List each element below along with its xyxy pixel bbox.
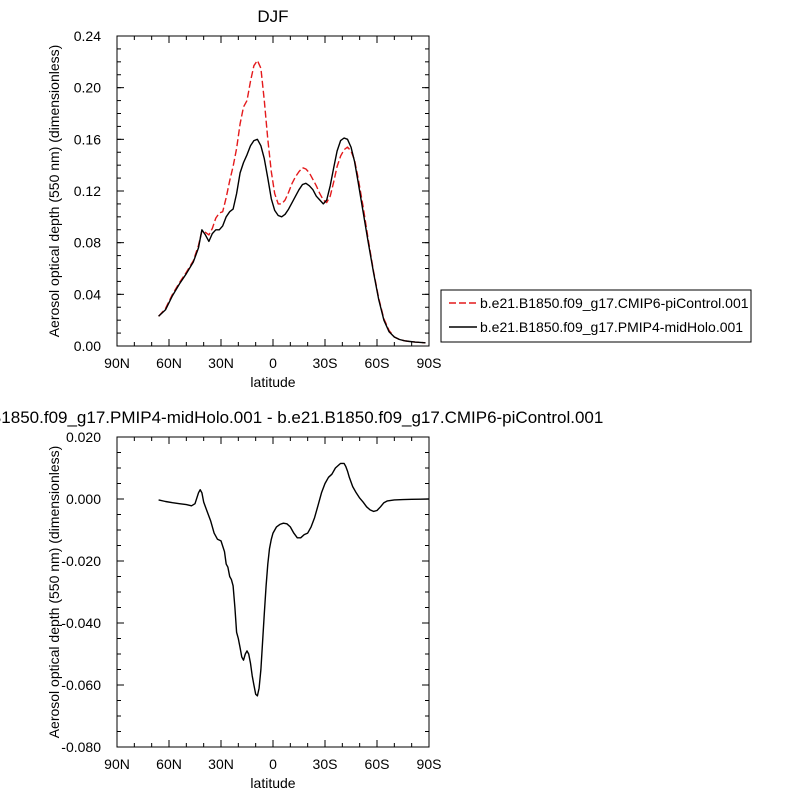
axis-ticks [116,436,430,748]
chart-panel-2: b.e21.B1850.f09_g17.PMIP4-midHolo.001 - … [0,408,603,791]
legend-label-2: b.e21.B1850.f09_g17.PMIP4-midHolo.001 [480,319,743,335]
y-tick-label: -0.060 [61,677,101,693]
x-tick-label: 30S [313,756,338,772]
plot-frame [116,436,430,748]
chart-panel-1: DJF 90N 60N 30N 0 30S 60S 90S 0.00 0.04 0.08 0.12 0.… [46,7,752,390]
x-tick-label: 0 [269,756,277,772]
plot-frame [116,35,430,347]
x-tick-label: 60N [156,756,182,772]
y-tick-label: 0.00 [74,338,101,354]
series-line-1 [158,462,430,697]
x-tick-label: 90S [417,355,442,371]
x-tick-label: 90N [104,355,130,371]
y-tick-label: 0.12 [74,183,101,199]
x-tick-label: 30N [208,756,234,772]
y-tick-label: 0.000 [66,491,101,507]
y-tick-label: 0.04 [74,286,101,302]
y-tick-label: -0.040 [61,615,101,631]
x-axis-label: latitude [250,775,295,791]
x-axis-label: latitude [250,374,295,390]
chart-title: DJF [257,7,288,26]
x-tick-label: 90N [104,756,130,772]
legend-label-1: b.e21.B1850.f09_g17.CMIP6-piControl.001 [480,295,749,311]
x-tick-label: 60N [156,355,182,371]
y-tick-label: 0.20 [74,80,101,96]
y-tick-label: 0.08 [74,235,101,251]
y-tick-label: -0.020 [61,553,101,569]
x-tick-label: 30N [208,355,234,371]
y-axis-label: Aerosol optical depth (550 nm) (dimensio… [46,45,62,338]
x-tick-label: 60S [365,355,390,371]
y-axis-label: Aerosol optical depth (550 nm) (dimensio… [46,446,62,739]
chart-title: b.e21.B1850.f09_g17.PMIP4-midHolo.001 - … [0,408,603,427]
legend-box [440,289,752,343]
axis-ticks [116,35,430,347]
x-tick-label: 60S [365,756,390,772]
x-tick-label: 0 [269,355,277,371]
x-tick-label: 30S [313,355,338,371]
y-tick-label: 0.24 [74,28,101,44]
y-tick-label: 0.16 [74,131,101,147]
x-tick-label: 90S [417,756,442,772]
series-line-2 [158,137,426,344]
legend: b.e21.B1850.f09_g17.CMIP6-piControl.001b… [440,289,752,343]
y-tick-label: -0.080 [61,739,101,755]
y-tick-label: 0.020 [66,429,101,445]
